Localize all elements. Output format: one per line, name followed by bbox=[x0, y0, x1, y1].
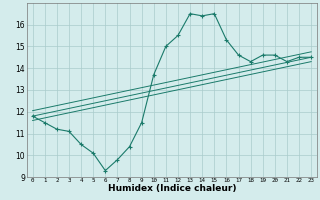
X-axis label: Humidex (Indice chaleur): Humidex (Indice chaleur) bbox=[108, 184, 236, 193]
